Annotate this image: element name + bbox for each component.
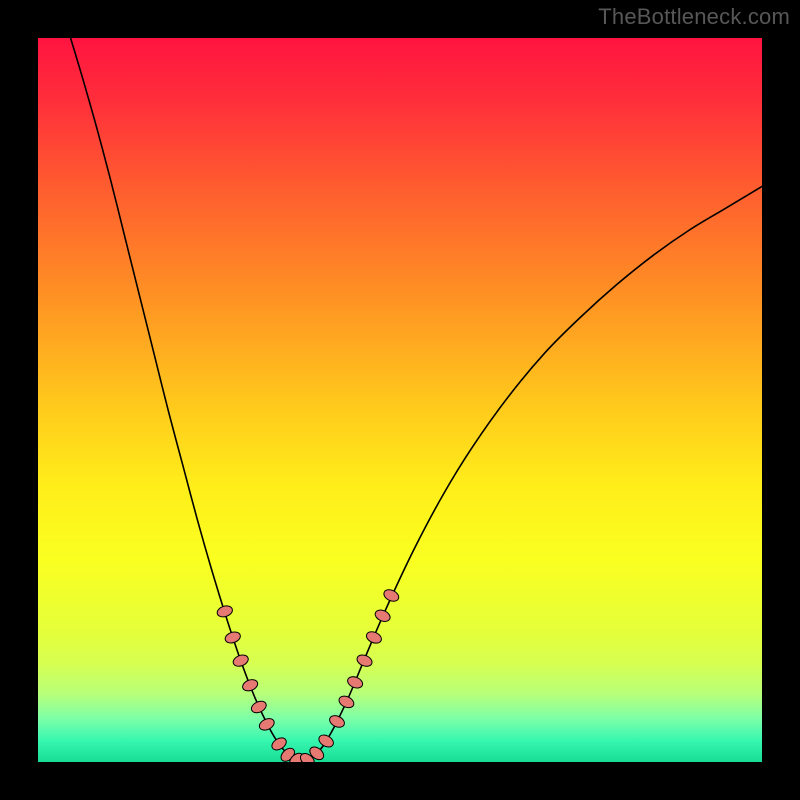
marker-point (224, 630, 242, 645)
marker-point (232, 653, 250, 668)
curve-right (315, 186, 762, 756)
bottleneck-chart (38, 38, 762, 762)
marker-point (337, 694, 356, 710)
figure-canvas: TheBottleneck.com (0, 0, 800, 800)
marker-point (258, 716, 277, 732)
marker-point (241, 678, 259, 693)
marker-point (317, 733, 336, 750)
marker-point (355, 653, 373, 669)
marker-point (250, 699, 269, 715)
marker-point (216, 604, 234, 619)
watermark-text: TheBottleneck.com (598, 4, 790, 30)
marker-point (328, 713, 347, 729)
marker-point (346, 675, 364, 691)
marker-point (365, 630, 383, 646)
marker-point (373, 608, 391, 624)
curve-left (71, 38, 290, 756)
plot-area (38, 38, 762, 762)
marker-point (382, 587, 401, 603)
